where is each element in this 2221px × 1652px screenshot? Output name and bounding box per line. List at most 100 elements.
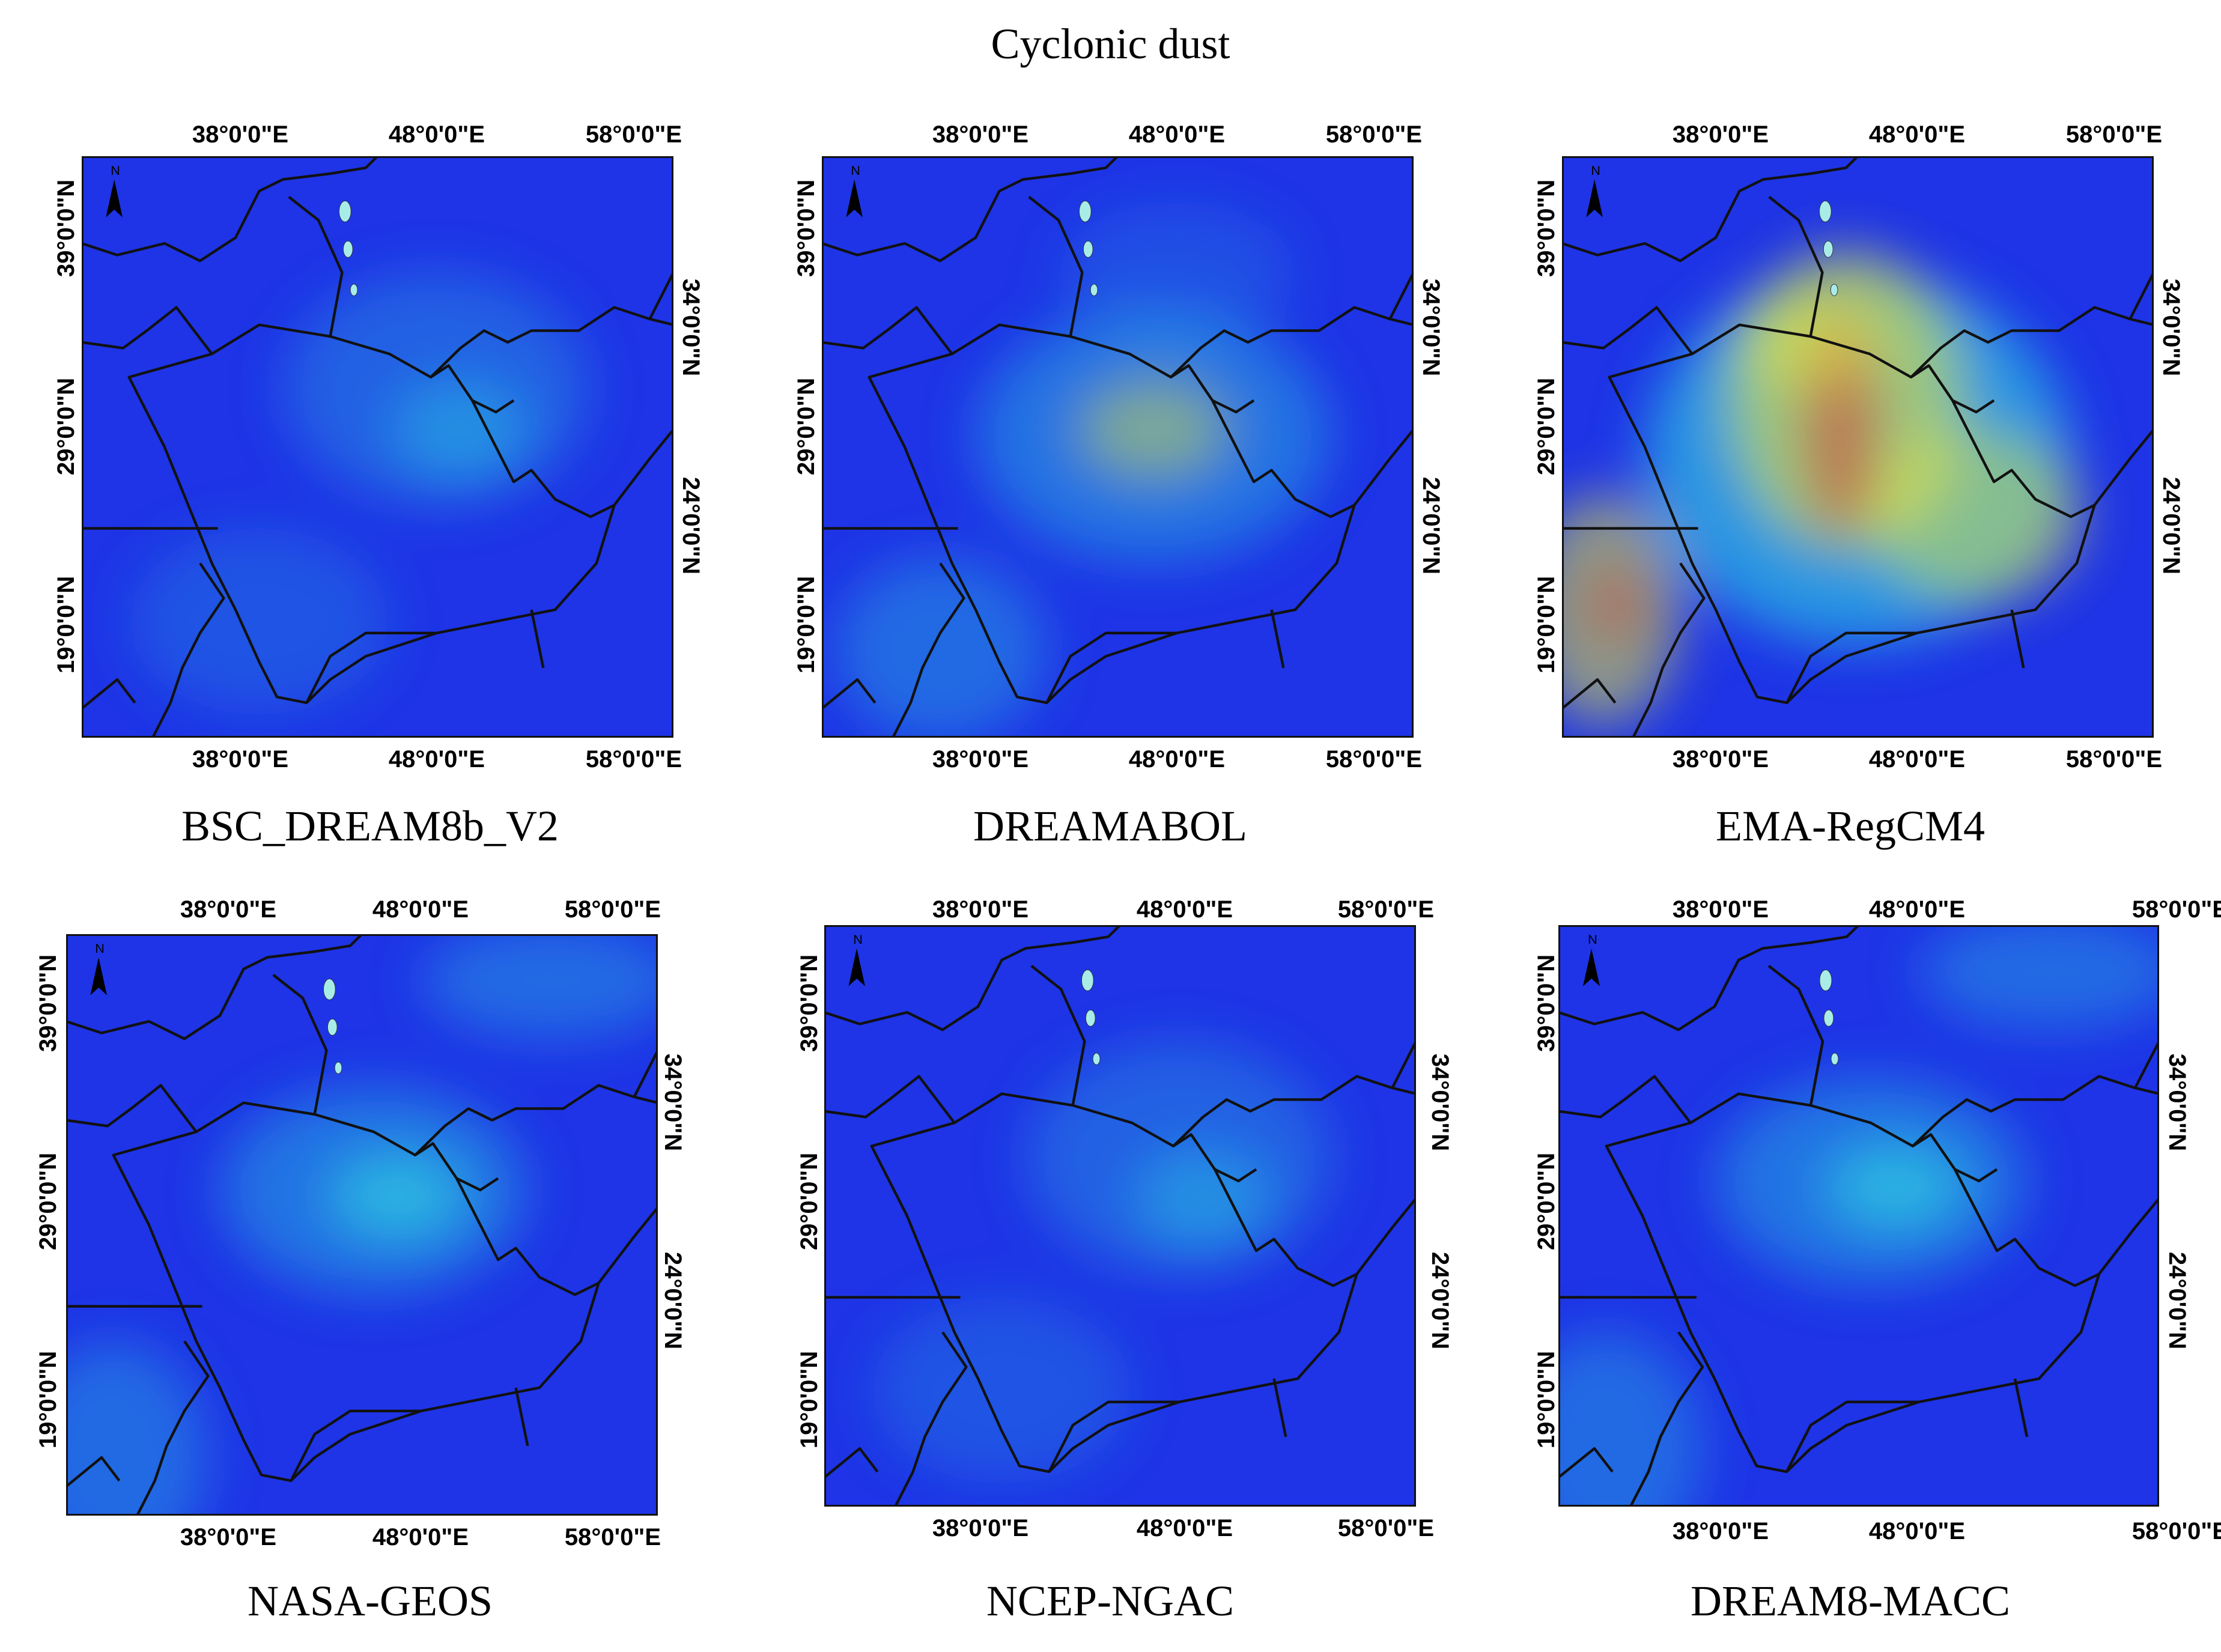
- panel-title: DREAMABOL: [973, 802, 1247, 850]
- map-canvas: N: [824, 925, 1416, 1507]
- lake: [334, 1061, 342, 1074]
- lon-label-bottom-2: 48°0'0"E: [388, 746, 485, 773]
- dust-concentration-area: [66, 1341, 208, 1516]
- country-border: [1214, 1168, 1257, 1183]
- country-border: [648, 272, 673, 320]
- lon-label-top-1: 38°0'0"E: [192, 121, 289, 148]
- country-border: [1785, 631, 1917, 703]
- country-border: [822, 156, 1119, 263]
- lon-label-bottom-3: 58°0'0"E: [2065, 746, 2163, 773]
- country-border: [824, 1447, 879, 1479]
- lon-label-top-1: 38°0'0"E: [932, 121, 1029, 148]
- country-border: [1912, 1075, 2159, 1147]
- country-border: [82, 678, 136, 710]
- figure-title: Cyclonic dust: [991, 20, 1230, 68]
- country-border: [514, 1387, 529, 1447]
- lon-label-bottom-3: 58°0'0"E: [2131, 1518, 2221, 1544]
- panel-title: BSC_DREAM8b_V2: [181, 802, 559, 850]
- country-border: [1353, 428, 1414, 506]
- map-canvas: N: [66, 934, 658, 1516]
- country-border: [613, 428, 673, 506]
- lon-label-bottom-1: 38°0'0"E: [192, 746, 289, 773]
- north-label: N: [1591, 163, 1600, 178]
- map-canvas: N: [822, 156, 1414, 738]
- dust-concentration-area: [1739, 296, 1882, 389]
- country-border: [1629, 1331, 1704, 1507]
- north-arrow-icon: N: [1583, 932, 1600, 986]
- country-border: [2093, 428, 2154, 506]
- lake: [350, 284, 358, 296]
- lake: [1083, 240, 1093, 258]
- lon-label-top-3: 58°0'0"E: [2131, 896, 2221, 923]
- country-border: [290, 1409, 421, 1481]
- lon-label-bottom-1: 38°0'0"E: [932, 1515, 1029, 1541]
- country-border: [1048, 1400, 1179, 1472]
- north-label: N: [853, 932, 863, 947]
- lon-label-top-3: 58°0'0"E: [564, 896, 661, 923]
- dust-concentration-area: [326, 1149, 469, 1243]
- country-border: [1910, 306, 2154, 378]
- country-border: [1388, 272, 1414, 320]
- dust-map: N: [1562, 156, 2154, 738]
- lon-label-bottom-2: 48°0'0"E: [1868, 746, 1966, 773]
- country-border: [1558, 1447, 1614, 1479]
- country-border: [66, 934, 363, 1040]
- country-border: [66, 1084, 198, 1133]
- dust-concentration-area: [871, 1297, 1132, 1484]
- north-label: N: [95, 941, 105, 956]
- lon-label-bottom-2: 48°0'0"E: [1868, 1518, 1966, 1544]
- country-border: [1562, 678, 1617, 710]
- dust-concentration-area: [1132, 1146, 1274, 1251]
- dust-concentration-area: [1558, 1332, 1703, 1507]
- map-canvas: N: [1562, 156, 2154, 738]
- lon-label-top-1: 38°0'0"E: [1672, 896, 1769, 923]
- country-border: [1952, 399, 1995, 414]
- country-border: [530, 609, 545, 669]
- country-border: [2098, 1197, 2159, 1275]
- lon-label-top-3: 58°0'0"E: [1325, 121, 1423, 148]
- country-border: [824, 925, 1122, 1031]
- lon-label-bottom-1: 38°0'0"E: [1672, 1518, 1769, 1544]
- dust-concentration-area: [129, 528, 390, 715]
- country-border: [1562, 306, 1694, 355]
- dust-concentration-area: [1823, 1140, 1967, 1234]
- country-border: [1605, 1092, 2101, 1474]
- country-border: [1212, 399, 1255, 414]
- lon-label-bottom-1: 38°0'0"E: [932, 746, 1029, 773]
- country-border: [1767, 965, 1825, 1106]
- north-arrow-icon: N: [1586, 163, 1603, 217]
- map-panel-2: 38°0'0"E 48°0'0"E 58°0'0"E 39°0'0"N 29°0…: [740, 0, 1480, 850]
- lon-label-bottom-1: 38°0'0"E: [1672, 746, 1769, 773]
- dust-concentration-area: [833, 557, 1047, 738]
- country-border: [2133, 1040, 2159, 1089]
- lake: [327, 1018, 338, 1036]
- dust-concentration-area: [1076, 377, 1230, 482]
- dust-concentration-area: [389, 377, 532, 482]
- country-border: [82, 306, 213, 355]
- lon-label-bottom-2: 48°0'0"E: [1128, 746, 1226, 773]
- north-label: N: [111, 163, 120, 178]
- lake: [323, 979, 336, 1000]
- country-border: [1632, 562, 1706, 738]
- lake: [1823, 240, 1834, 258]
- country-border: [1558, 925, 1860, 1031]
- dust-map: N: [82, 156, 673, 738]
- country-border: [1045, 631, 1177, 703]
- country-border: [1608, 323, 2096, 705]
- lon-label-top-2: 48°0'0"E: [1128, 121, 1226, 148]
- lake: [1823, 1009, 1834, 1027]
- panel-title: NASA-GEOS: [247, 1577, 493, 1625]
- country-border: [822, 678, 877, 710]
- map-panel-5: 38°0'0"E 48°0'0"E 58°0'0"E 39°0'0"N 29°0…: [740, 775, 1480, 1625]
- north-arrow-icon: N: [90, 941, 107, 995]
- lake: [342, 240, 353, 258]
- map-canvas: N: [1558, 925, 2159, 1507]
- dust-concentration-area: [1919, 925, 2159, 1030]
- lon-label-top-2: 48°0'0"E: [1868, 121, 1966, 148]
- country-border: [1028, 196, 1084, 337]
- map-panel-6: 38°0'0"E 48°0'0"E 58°0'0"E 39°0'0"N 29°0…: [1480, 775, 2221, 1625]
- country-border: [82, 156, 379, 263]
- lake: [1081, 970, 1094, 991]
- dust-concentration-area: [1059, 202, 1295, 342]
- map-panel-1: 38°0'0"E 48°0'0"E 58°0'0"E 39°0'0"N 29°0…: [0, 0, 740, 850]
